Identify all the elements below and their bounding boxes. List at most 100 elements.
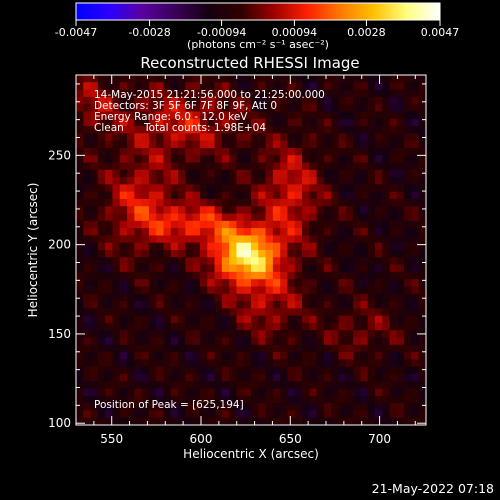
heatmap-cell xyxy=(323,162,332,171)
heatmap-cell xyxy=(156,111,164,120)
heatmap-cell xyxy=(163,111,172,120)
heatmap-cell xyxy=(382,96,390,105)
heatmap-cell xyxy=(156,96,164,105)
heatmap-cell xyxy=(345,359,354,368)
heatmap-cell xyxy=(418,301,427,309)
heatmap-cell xyxy=(316,162,325,171)
heatmap-cell xyxy=(214,96,223,105)
heatmap-cell xyxy=(265,271,274,280)
heatmap-cell xyxy=(243,352,252,360)
heatmap-cell xyxy=(192,337,201,346)
heatmap-cell xyxy=(360,104,369,112)
heatmap-cell xyxy=(243,373,252,382)
heatmap-cell xyxy=(170,257,179,265)
heatmap-cell xyxy=(323,111,332,120)
heatmap-cell xyxy=(90,228,99,236)
heatmap-cell xyxy=(214,403,223,411)
heatmap-cell xyxy=(338,344,347,353)
heatmap-cell xyxy=(207,330,215,338)
heatmap-cell xyxy=(156,155,164,163)
heatmap-cell xyxy=(374,155,383,163)
heatmap-cell xyxy=(199,220,208,229)
heatmap-cell xyxy=(214,228,223,236)
heatmap-cell xyxy=(229,315,237,324)
heatmap-cell xyxy=(127,118,135,127)
heatmap-cell xyxy=(119,257,128,265)
heatmap-cell xyxy=(192,373,201,382)
heatmap-cell xyxy=(221,410,230,419)
heatmap-cell xyxy=(316,417,325,426)
heatmap-cell xyxy=(338,191,347,200)
heatmap-cell xyxy=(141,403,150,411)
heatmap-cell xyxy=(112,250,121,258)
heatmap-cell xyxy=(112,198,121,207)
heatmap-cell xyxy=(170,177,179,185)
heatmap-cell xyxy=(134,118,143,127)
heatmap-cell xyxy=(134,169,143,178)
heatmap-cell xyxy=(134,264,143,273)
heatmap-cell xyxy=(112,337,121,346)
heatmap-cell xyxy=(229,271,237,280)
heatmap-cell xyxy=(411,96,420,105)
heatmap-cell xyxy=(251,395,259,404)
heatmap-cell xyxy=(119,220,128,229)
heatmap-cell xyxy=(97,381,106,389)
heatmap-cell xyxy=(170,206,179,214)
heatmap-cell xyxy=(127,162,135,171)
heatmap-cell xyxy=(112,184,121,193)
heatmap-cell xyxy=(338,337,347,346)
heatmap-cell xyxy=(280,366,288,375)
heatmap-cell xyxy=(309,155,318,163)
heatmap-cell xyxy=(127,140,135,149)
heatmap-cell xyxy=(112,213,121,222)
heatmap-cell xyxy=(258,271,266,280)
heatmap-cell xyxy=(367,410,376,419)
heatmap-cell xyxy=(374,89,383,98)
heatmap-cell xyxy=(185,301,194,309)
heatmap-cell xyxy=(316,337,325,346)
heatmap-cell xyxy=(134,184,143,193)
heatmap-cell xyxy=(251,220,259,229)
heatmap-cell xyxy=(156,198,164,207)
heatmap-cell xyxy=(418,271,427,280)
heatmap-cell xyxy=(185,213,194,222)
heatmap-cell xyxy=(360,126,369,134)
heatmap-cell xyxy=(214,162,223,171)
heatmap-cell xyxy=(207,220,215,229)
heatmap-cell xyxy=(199,395,208,404)
heatmap-cell xyxy=(404,242,412,251)
heatmap-cell xyxy=(185,177,194,185)
heatmap-cell xyxy=(185,359,194,368)
heatmap-cell xyxy=(148,96,157,105)
heatmap-cell xyxy=(374,279,383,287)
heatmap-cell xyxy=(221,177,230,185)
heatmap-cell xyxy=(374,177,383,185)
heatmap-cell xyxy=(178,417,186,426)
heatmap-cell xyxy=(112,308,121,317)
heatmap-cell xyxy=(207,388,215,397)
heatmap-cell xyxy=(302,315,310,324)
heatmap-cell xyxy=(367,293,376,302)
heatmap-cell xyxy=(367,104,376,112)
heatmap-cell xyxy=(163,228,172,236)
heatmap-cell xyxy=(389,96,398,105)
heatmap-cell xyxy=(97,191,106,200)
heatmap-cell xyxy=(353,366,361,375)
heatmap-cell xyxy=(214,118,223,127)
heatmap-cell xyxy=(258,220,266,229)
heatmap-cell xyxy=(374,366,383,375)
heatmap-cell xyxy=(353,395,361,404)
heatmap-cell xyxy=(141,315,150,324)
heatmap-cell xyxy=(119,403,128,411)
heatmap-cell xyxy=(221,169,230,178)
heatmap-cell xyxy=(112,133,121,142)
heatmap-cell xyxy=(272,111,281,120)
heatmap-cell xyxy=(83,213,91,222)
heatmap-cell xyxy=(236,381,245,389)
heatmap-cell xyxy=(199,118,208,127)
heatmap-cell xyxy=(192,162,201,171)
heatmap-cell xyxy=(316,264,325,273)
heatmap-cell xyxy=(199,264,208,273)
heatmap-cell xyxy=(323,395,332,404)
heatmap-cell xyxy=(199,373,208,382)
